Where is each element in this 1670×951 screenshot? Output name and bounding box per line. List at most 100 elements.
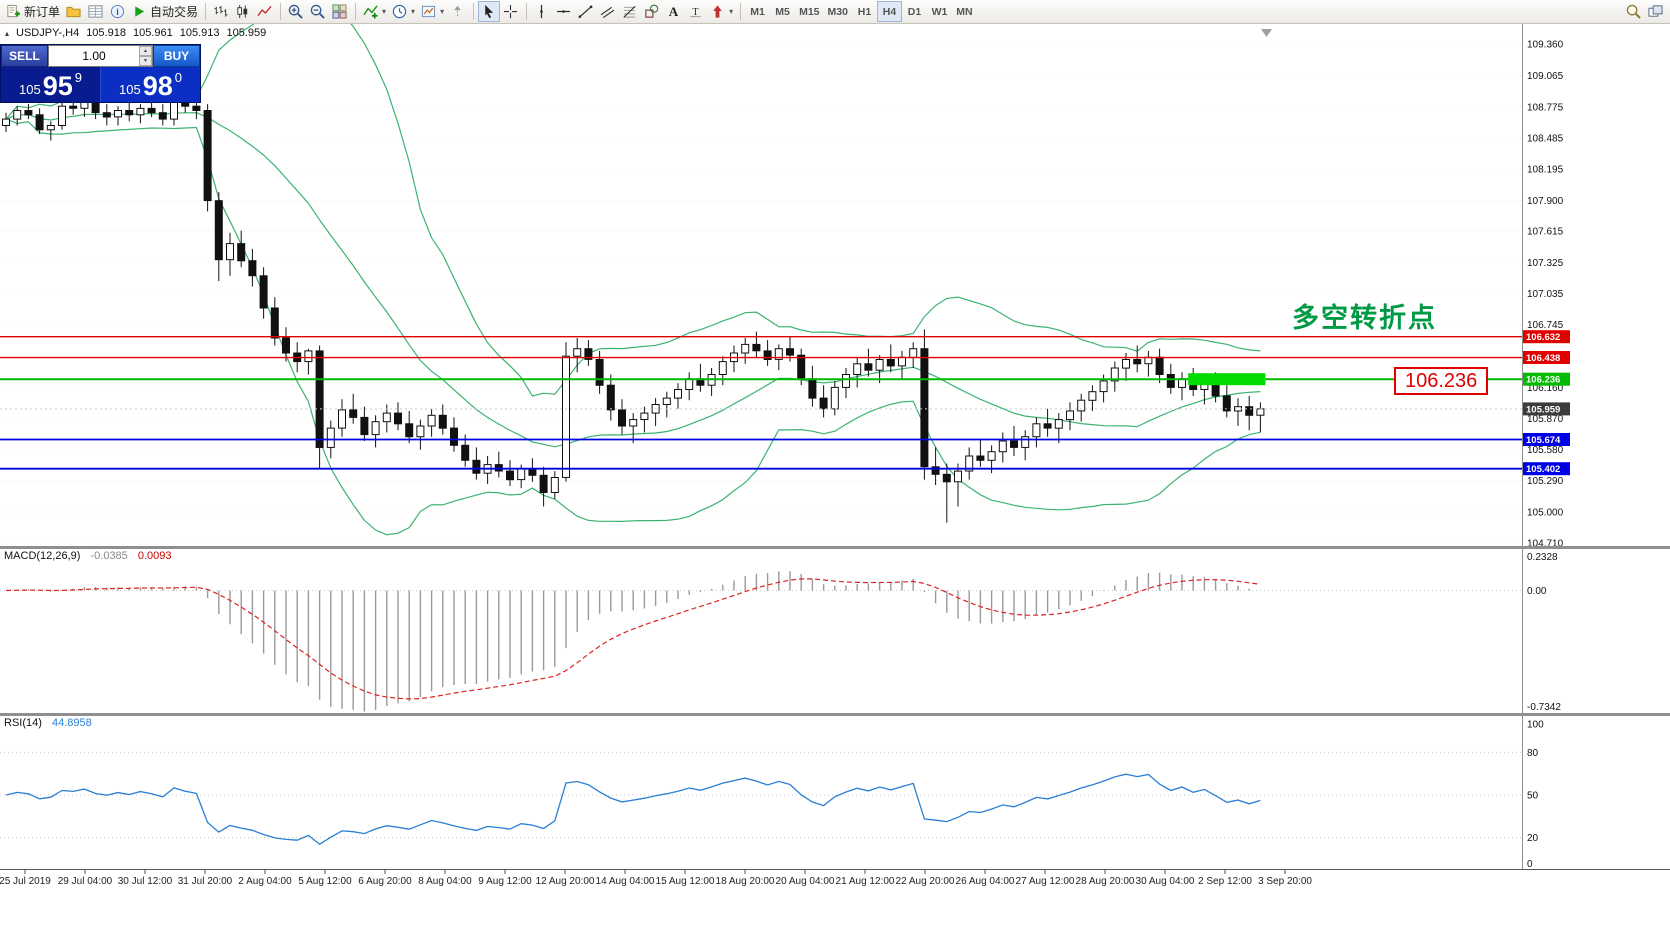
- candle-body: [1032, 423, 1041, 438]
- candle-body: [920, 348, 929, 468]
- arrows-button[interactable]: ▾: [707, 1, 736, 22]
- rsi-scale-label: 20: [1527, 833, 1539, 844]
- candle-body: [741, 343, 750, 354]
- shapes-button[interactable]: [641, 1, 663, 22]
- candle-body: [864, 363, 873, 371]
- candlestick-chart-button[interactable]: [232, 1, 254, 22]
- candle-body: [573, 348, 582, 357]
- indicators-icon: [363, 4, 378, 19]
- time-axis-label: 28 Aug 20:00: [1076, 876, 1135, 887]
- candle-body: [125, 110, 134, 116]
- zoom-in-button[interactable]: [285, 1, 307, 22]
- lot-increase-button[interactable]: ▲: [139, 46, 152, 56]
- candle-body: [942, 473, 951, 483]
- timeframe-h1-button[interactable]: H1: [852, 1, 877, 22]
- buy-price-display[interactable]: 105 98 0: [101, 67, 200, 102]
- profiles-button[interactable]: [63, 1, 85, 22]
- bollinger-lower-band[interactable]: [5, 118, 1261, 536]
- profiles-icon: [66, 4, 81, 19]
- candle-body: [1222, 395, 1231, 412]
- tile-windows-button[interactable]: [329, 1, 351, 22]
- label-button[interactable]: T: [685, 1, 707, 22]
- text-button[interactable]: A: [663, 1, 685, 22]
- bar-chart-button[interactable]: [210, 1, 232, 22]
- search-icon: [1626, 4, 1641, 19]
- panel-separator[interactable]: [0, 546, 1670, 549]
- channel-button[interactable]: [597, 1, 619, 22]
- new-order-button[interactable]: 新订单: [3, 1, 63, 22]
- turning-point-annotation[interactable]: 多空转折点: [1292, 303, 1437, 333]
- candle-body: [214, 200, 223, 261]
- symbol-expand-icon[interactable]: ▴: [5, 28, 10, 38]
- chart-shift-button[interactable]: [447, 1, 469, 22]
- level-price-tag: [1523, 372, 1570, 386]
- tile-icon: [332, 4, 347, 19]
- fibonacci-icon: [622, 4, 637, 19]
- window-list-button[interactable]: [1645, 1, 1667, 22]
- timeframe-w1-button[interactable]: W1: [927, 1, 952, 22]
- macd-scale-zero: 0.00: [1527, 586, 1547, 597]
- candle-body: [1110, 367, 1119, 382]
- vertical-line-button[interactable]: [531, 1, 553, 22]
- horizontal-line-button[interactable]: [553, 1, 575, 22]
- candle-body: [382, 412, 391, 423]
- rsi-indicator-header[interactable]: RSI(14) 44.8958: [4, 717, 92, 729]
- time-axis[interactable]: [0, 870, 1670, 892]
- timeframe-m15-button[interactable]: M15: [795, 1, 823, 22]
- fibonacci-button[interactable]: [619, 1, 641, 22]
- zoom-out-button[interactable]: [307, 1, 329, 22]
- line-chart-button[interactable]: [254, 1, 276, 22]
- time-axis-label: 2 Sep 12:00: [1198, 876, 1252, 887]
- macd-scale-top: 0.2328: [1527, 552, 1558, 563]
- data-window-button[interactable]: i: [107, 1, 129, 22]
- ohlc-high: 105.961: [132, 27, 173, 39]
- candle-body: [1155, 356, 1164, 375]
- price-axis-label: 106.745: [1527, 320, 1564, 331]
- indicators-button[interactable]: ▾: [360, 1, 389, 22]
- timeframe-h4-button[interactable]: H4: [876, 1, 902, 22]
- search-button[interactable]: [1623, 1, 1645, 22]
- highlight-box[interactable]: [1188, 373, 1266, 386]
- macd-indicator-header[interactable]: MACD(12,26,9) -0.0385 0.0093: [4, 550, 172, 562]
- time-axis-label: 25 Jul 2019: [0, 876, 51, 887]
- sell-price-display[interactable]: 105 95 9: [1, 67, 101, 102]
- sell-button[interactable]: SELL: [1, 45, 48, 67]
- price-axis-label: 108.775: [1527, 102, 1564, 113]
- bollinger-upper-band[interactable]: [5, 0, 1261, 397]
- autotrading-button[interactable]: 自动交易: [129, 1, 201, 22]
- candle-body: [394, 412, 402, 425]
- templates-button[interactable]: ▾: [418, 1, 447, 22]
- price-callout-label[interactable]: 106.236: [1394, 367, 1489, 395]
- candle-body: [35, 114, 44, 131]
- candle-body: [248, 260, 257, 277]
- sell-price-main: 95: [42, 71, 73, 101]
- market-watch-button[interactable]: [85, 1, 107, 22]
- candle-body: [147, 107, 156, 114]
- time-axis-label: 5 Aug 12:00: [298, 876, 352, 887]
- chart-shift-marker[interactable]: [1261, 29, 1272, 37]
- panel-separator[interactable]: [0, 713, 1670, 716]
- price-axis[interactable]: [1522, 24, 1670, 869]
- cursor-button[interactable]: [478, 1, 501, 22]
- time-axis-label: 26 Aug 04:00: [956, 876, 1015, 887]
- time-axis-label: 22 Aug 20:00: [896, 876, 955, 887]
- lot-size-input[interactable]: [49, 46, 139, 66]
- timeframe-m30-button[interactable]: M30: [824, 1, 852, 22]
- timeframe-m5-button[interactable]: M5: [770, 1, 795, 22]
- timeframe-mn-button[interactable]: MN: [952, 1, 977, 22]
- buy-button[interactable]: BUY: [153, 45, 200, 67]
- crosshair-button[interactable]: [500, 1, 522, 22]
- lot-decrease-button[interactable]: ▼: [139, 56, 152, 66]
- candle-body: [1133, 359, 1142, 365]
- timeframe-d1-button[interactable]: D1: [902, 1, 927, 22]
- rsi-title: RSI(14): [4, 717, 42, 729]
- periods-button[interactable]: ▾: [389, 1, 418, 22]
- trade-controls-row: SELL ▲ ▼ BUY: [1, 45, 200, 67]
- price-axis-label: 107.615: [1527, 227, 1564, 238]
- timeframe-m1-button[interactable]: M1: [745, 1, 770, 22]
- toolbar-separator: [526, 3, 528, 20]
- trendline-button[interactable]: [575, 1, 597, 22]
- candle-body: [539, 474, 548, 493]
